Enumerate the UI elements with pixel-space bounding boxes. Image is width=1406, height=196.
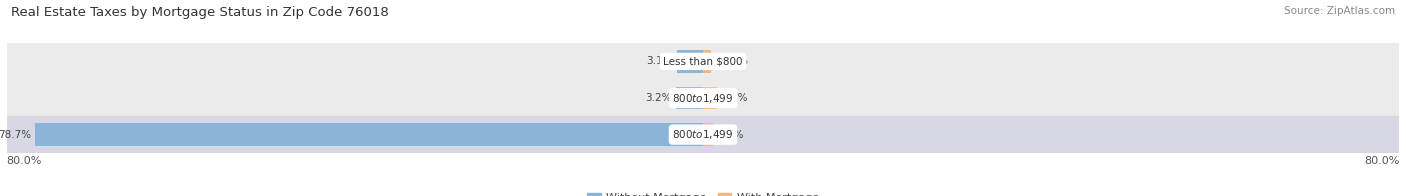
Text: $800 to $1,499: $800 to $1,499 (672, 92, 734, 104)
Text: $800 to $1,499: $800 to $1,499 (672, 128, 734, 141)
Text: Less than $800: Less than $800 (664, 56, 742, 66)
Legend: Without Mortgage, With Mortgage: Without Mortgage, With Mortgage (582, 188, 824, 196)
Text: 78.7%: 78.7% (0, 130, 31, 140)
Text: 3.1%: 3.1% (645, 56, 672, 66)
Bar (703, 123, 713, 146)
Bar (703, 87, 717, 109)
Bar (676, 87, 703, 109)
Bar (7, 43, 1399, 80)
Text: 3.2%: 3.2% (645, 93, 672, 103)
Bar (35, 123, 703, 146)
Bar (7, 116, 1399, 153)
Bar (703, 50, 711, 73)
Text: 0.99%: 0.99% (716, 56, 748, 66)
Text: 1.7%: 1.7% (721, 93, 748, 103)
Bar (7, 80, 1399, 116)
Text: Real Estate Taxes by Mortgage Status in Zip Code 76018: Real Estate Taxes by Mortgage Status in … (11, 6, 389, 19)
Bar (676, 50, 703, 73)
Text: Source: ZipAtlas.com: Source: ZipAtlas.com (1284, 6, 1395, 16)
Text: 1.2%: 1.2% (717, 130, 744, 140)
